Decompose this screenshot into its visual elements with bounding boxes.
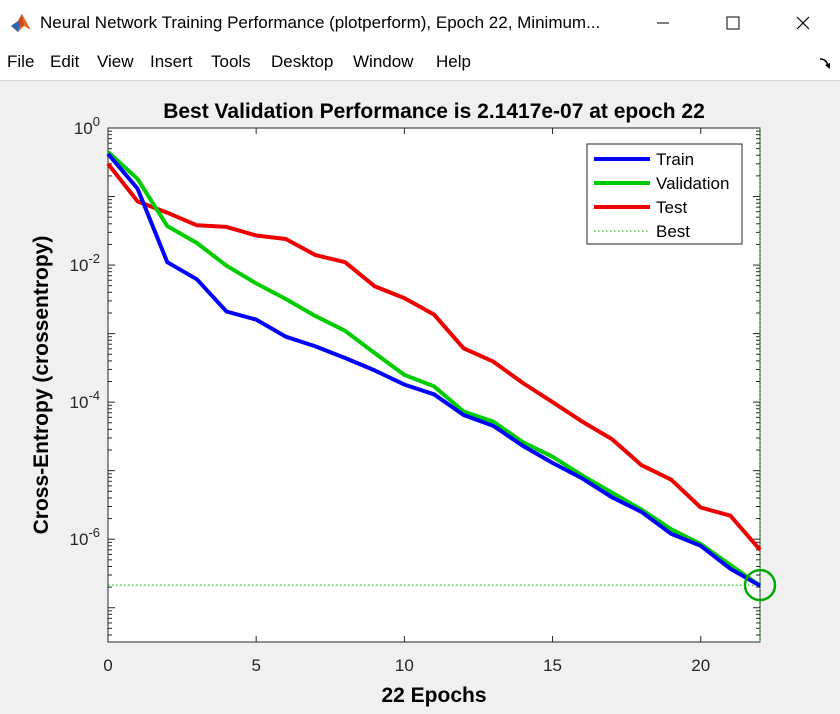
maximize-icon: [726, 16, 740, 30]
menu-help[interactable]: Help: [436, 52, 471, 71]
legend: Train Validation Test Best: [586, 143, 743, 245]
menu-desktop[interactable]: Desktop: [271, 52, 334, 71]
menu-view[interactable]: View: [97, 52, 134, 71]
series-layer: [106, 128, 777, 642]
series-line-test: [106, 162, 762, 552]
minimize-button[interactable]: [640, 0, 686, 46]
y-tick-label: 10-2: [70, 251, 100, 275]
y-tick-label: 10-4: [70, 388, 100, 412]
menu-bar: File Edit View Insert Tools Desktop Wind…: [0, 48, 840, 78]
menu-window[interactable]: Window: [353, 52, 414, 71]
close-button[interactable]: [780, 0, 826, 46]
undock-arrow-icon[interactable]: [818, 56, 832, 70]
series-line-validation: [106, 150, 762, 588]
legend-label-test: Test: [656, 198, 687, 217]
legend-label-validation: Validation: [656, 174, 729, 193]
x-tick-label: 15: [543, 656, 562, 675]
x-tick-label: 0: [103, 656, 112, 675]
window-title: Neural Network Training Performance (plo…: [40, 13, 601, 32]
x-axis-label: 22 Epochs: [381, 684, 486, 707]
legend-label-train: Train: [656, 150, 694, 169]
menu-tools[interactable]: Tools: [211, 52, 251, 71]
title-bar: Neural Network Training Performance (plo…: [0, 0, 840, 46]
best-point-circle: [743, 568, 777, 602]
matlab-logo-icon: [11, 14, 31, 32]
series-line-train: [106, 152, 761, 588]
close-icon: [796, 16, 810, 30]
minimize-icon: [657, 22, 669, 24]
y-tick-label: 10-6: [70, 525, 100, 549]
menu-edit[interactable]: Edit: [50, 52, 80, 71]
x-tick-label: 10: [395, 656, 414, 675]
y-tick-label: 100: [74, 114, 100, 138]
maximize-button[interactable]: [710, 0, 756, 46]
y-axis-label: Cross-Entropy (crossentropy): [30, 236, 53, 535]
chart-title: Best Validation Performance is 2.1417e-0…: [163, 100, 705, 123]
x-axis-ticks: 0 5 10 15 20: [103, 128, 710, 675]
menu-insert[interactable]: Insert: [150, 52, 193, 71]
menu-file[interactable]: File: [7, 52, 35, 71]
legend-label-best: Best: [656, 222, 690, 241]
x-tick-label: 20: [691, 656, 710, 675]
y-axis-ticks: 100 10-2 10-4 10-6: [70, 114, 760, 636]
performance-chart: Best Validation Performance is 2.1417e-0…: [30, 100, 777, 707]
x-tick-label: 5: [251, 656, 260, 675]
